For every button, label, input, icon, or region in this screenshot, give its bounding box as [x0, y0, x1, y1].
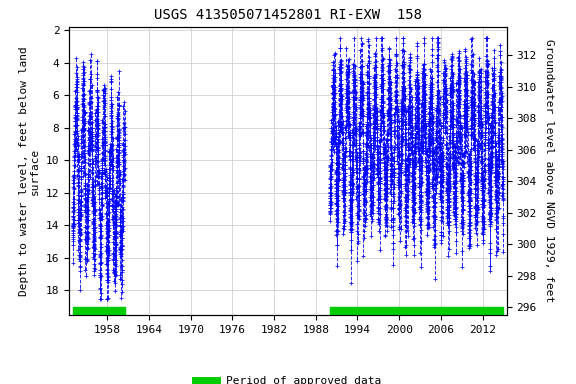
Title: USGS 413505071452801 RI-EXW  158: USGS 413505071452801 RI-EXW 158: [154, 8, 422, 22]
Y-axis label: Depth to water level, feet below land
surface: Depth to water level, feet below land su…: [19, 46, 40, 296]
Legend: Period of approved data: Period of approved data: [191, 371, 385, 384]
Y-axis label: Groundwater level above NGVD 1929, feet: Groundwater level above NGVD 1929, feet: [544, 39, 554, 303]
